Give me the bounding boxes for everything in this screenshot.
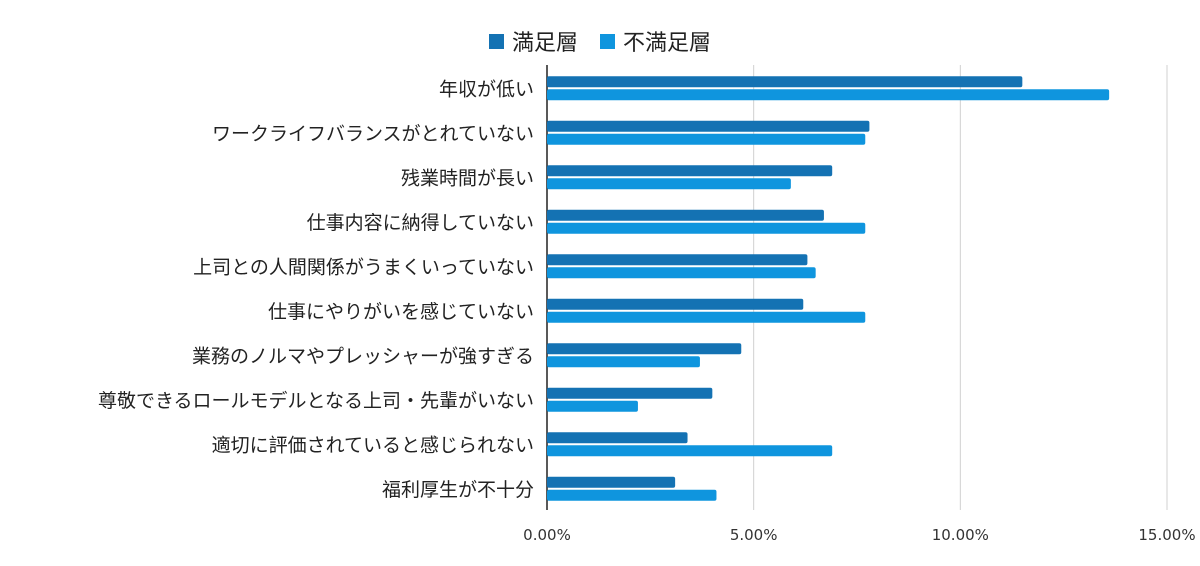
category-label: 仕事にやりがいを感じていない [268, 301, 534, 323]
bar-satisfied [547, 120, 870, 132]
bar-unsatisfied [547, 89, 1110, 101]
x-tick-label: 10.00% [932, 526, 989, 544]
x-tick-label: 0.00% [523, 526, 571, 544]
category-label: ワークライフバランスがとれていない [212, 123, 534, 145]
bar-unsatisfied [547, 400, 638, 412]
category-label: 仕事内容に納得していない [307, 212, 534, 234]
category-label: 尊敬できるロールモデルとなる上司・先輩がいない [98, 390, 534, 412]
bar-unsatisfied [547, 311, 866, 323]
bar-unsatisfied [547, 489, 717, 501]
bar-unsatisfied [547, 222, 866, 234]
x-tick-label: 15.00% [1138, 526, 1195, 544]
bar-satisfied [547, 254, 808, 266]
bar-unsatisfied [547, 445, 833, 457]
bar-unsatisfied [547, 267, 816, 279]
bar-satisfied [547, 165, 833, 177]
legend-item-satisfied: 満足層 [488, 25, 578, 57]
bar-unsatisfied [547, 356, 700, 368]
bar-satisfied [547, 76, 1023, 88]
bar-unsatisfied [547, 178, 791, 190]
category-label: 上司との人間関係がうまくいっていない [193, 256, 534, 278]
legend-swatch-unsatisfied [600, 33, 615, 49]
category-label: 業務のノルマやプレッシャーが強すぎる [192, 345, 534, 367]
category-label: 適切に評価されていると感じられない [212, 434, 534, 456]
legend-swatch-satisfied [488, 33, 504, 49]
bar-satisfied [547, 343, 742, 355]
category-label: 年収が低い [439, 78, 534, 100]
bar-satisfied [547, 298, 804, 310]
category-label: 残業時間が長い [401, 167, 534, 189]
legend-label-unsatisfied: 不満足層 [623, 31, 712, 56]
bar-satisfied [547, 387, 713, 399]
legend-label-satisfied: 満足層 [511, 31, 578, 56]
bar-satisfied [547, 209, 824, 221]
category-label: 福利厚生が不十分 [382, 479, 534, 501]
bar-unsatisfied [547, 133, 866, 145]
legend: 満足層 不満足層 [0, 26, 1200, 56]
bar-satisfied [547, 432, 688, 444]
bar-satisfied [547, 476, 676, 488]
x-tick-label: 5.00% [730, 526, 778, 544]
legend-item-unsatisfied: 不満足層 [600, 25, 711, 57]
